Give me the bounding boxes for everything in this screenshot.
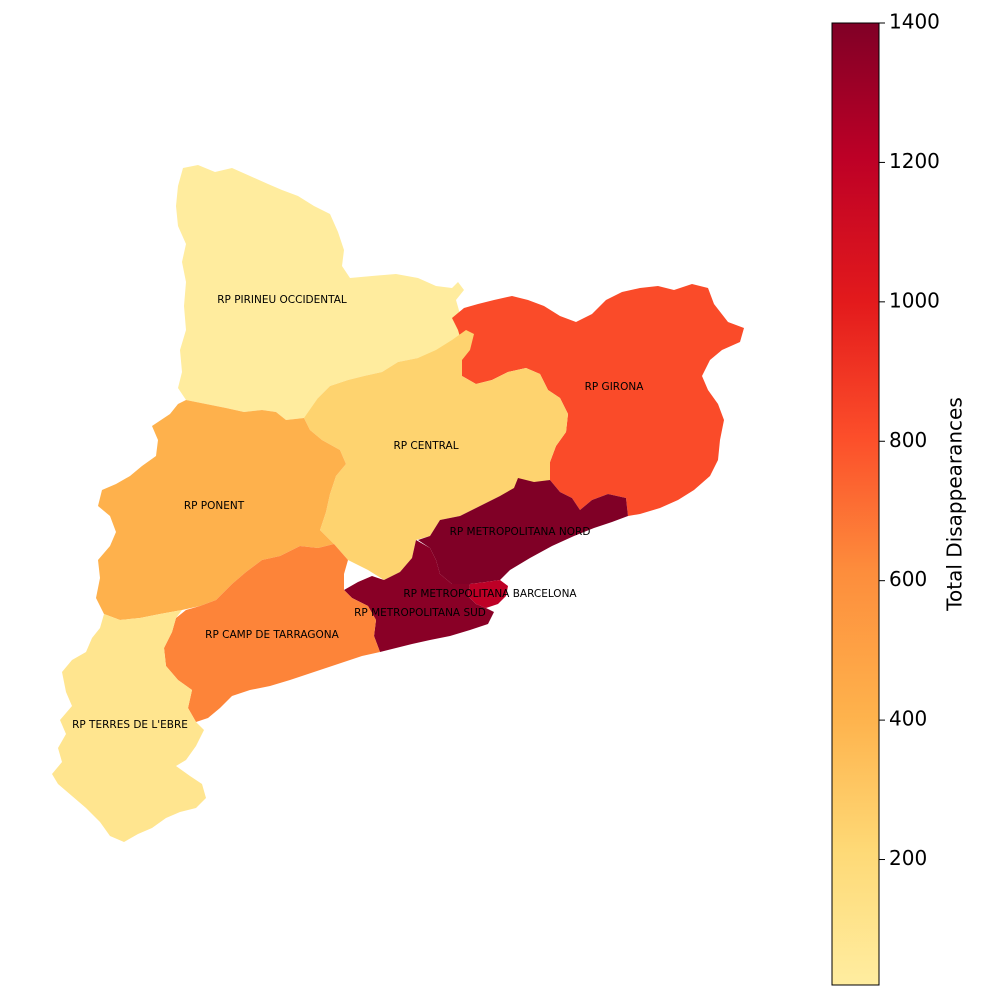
label-pirineu-occidental: RP PIRINEU OCCIDENTAL bbox=[217, 294, 347, 306]
colorbar-tick-label: 200 bbox=[889, 846, 927, 870]
region-label-layer: RP PIRINEU OCCIDENTAL RP GIRONA RP CENTR… bbox=[72, 294, 644, 731]
region-terres-de-lebre[interactable] bbox=[52, 610, 206, 842]
region-layer bbox=[52, 165, 744, 842]
colorbar-tick-label: 1000 bbox=[889, 288, 940, 312]
region-metropolitana-barcelona[interactable] bbox=[468, 580, 508, 608]
colorbar-tick-label: 600 bbox=[889, 567, 927, 591]
colorbar-tick-label: 1200 bbox=[889, 149, 940, 173]
colorbar-gradient bbox=[831, 22, 880, 986]
label-girona: RP GIRONA bbox=[585, 381, 645, 393]
region-pirineu-occidental[interactable] bbox=[176, 165, 470, 420]
colorbar-tick-label: 1400 bbox=[889, 10, 940, 34]
colorbar-tick-label: 800 bbox=[889, 428, 927, 452]
region-metropolitana-nord[interactable] bbox=[418, 478, 628, 584]
region-girona[interactable] bbox=[452, 284, 744, 516]
region-central[interactable] bbox=[304, 330, 568, 580]
colorbar-title: Total Disappearances bbox=[943, 397, 967, 612]
label-metropolitana-barcelona: RP METROPOLITANA BARCELONA bbox=[403, 588, 577, 600]
region-ponent[interactable] bbox=[96, 400, 346, 620]
region-camp-de-tarragona[interactable] bbox=[164, 544, 380, 722]
label-metropolitana-sud: RP METROPOLITANA SUD bbox=[354, 607, 486, 619]
colorbar-ticks: 200 400 600 800 1000 1200 1400 bbox=[879, 10, 940, 870]
label-terres-de-lebre: RP TERRES DE L'EBRE bbox=[72, 719, 188, 731]
label-camp-de-tarragona: RP CAMP DE TARRAGONA bbox=[205, 629, 339, 641]
label-ponent: RP PONENT bbox=[184, 500, 245, 512]
label-central: RP CENTRAL bbox=[393, 440, 458, 452]
colorbar-tick-label: 400 bbox=[889, 707, 927, 731]
region-metropolitana-sud[interactable] bbox=[344, 540, 494, 652]
colorbar: 200 400 600 800 1000 1200 1400 Total Disappear… bbox=[831, 10, 967, 986]
label-metropolitana-nord: RP METROPOLITANA NORD bbox=[450, 526, 591, 538]
